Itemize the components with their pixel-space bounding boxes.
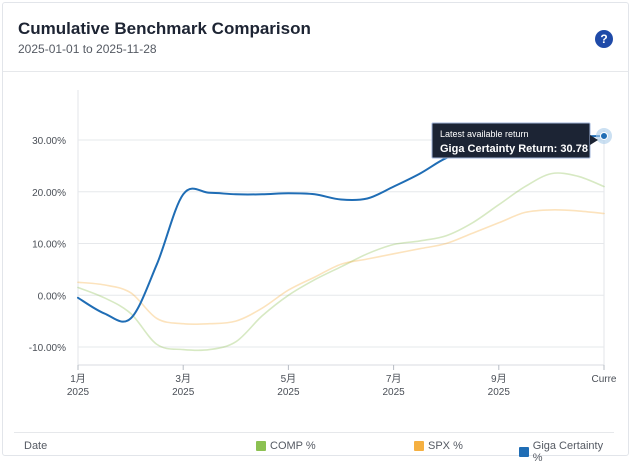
- legend-item-comp[interactable]: COMP %: [256, 440, 316, 452]
- date-range-subtitle: 2025-01-01 to 2025-11-28: [18, 42, 157, 56]
- tooltip-heading: Latest available return: [440, 129, 529, 139]
- legend-item-spx[interactable]: SPX %: [414, 440, 463, 452]
- x-tick-year-label: 2025: [488, 387, 511, 398]
- x-tick-year-label: 2025: [382, 387, 405, 398]
- legend-swatch-spx: [414, 441, 424, 451]
- tooltip-pointer: [590, 135, 598, 145]
- legend-label-giga: Giga Certainty %: [532, 440, 604, 464]
- x-tick-label: 9月: [491, 373, 507, 385]
- y-tick-label: -10.00%: [29, 343, 66, 354]
- series-line-giga-certainty: [77, 135, 605, 323]
- legend-date-label: Date: [24, 440, 48, 452]
- y-tick-label: 20.00%: [32, 188, 66, 199]
- legend-label-comp: COMP %: [270, 440, 316, 452]
- question-circle-icon[interactable]: ?: [595, 30, 613, 48]
- y-tick-label: 30.00%: [32, 136, 66, 147]
- tooltip-text: Giga Certainty Return: 30.78: [440, 143, 588, 155]
- chart-card: Cumulative Benchmark Comparison 2025-01-…: [2, 2, 629, 456]
- x-tick-label: 5月: [281, 373, 297, 385]
- series-line-spx: [77, 209, 605, 326]
- series-layer: [77, 127, 612, 352]
- legend-swatch-giga: [519, 447, 529, 457]
- axis-layer: 30.00% 20.00% 10.00% 0.00% -10.00% 1月 2025 3月 20…: [29, 136, 617, 398]
- highlight-point: [600, 131, 608, 140]
- x-tick-label: 3月: [175, 373, 191, 385]
- legend: Date COMP % SPX % Giga Certainty %: [14, 432, 614, 464]
- page-title: Cumulative Benchmark Comparison: [18, 19, 311, 38]
- header-divider: [3, 71, 628, 72]
- x-tick-label: 1月: [70, 373, 86, 385]
- x-tick-label: Curre: [591, 374, 616, 385]
- tooltip: Latest available return Giga Certainty R…: [431, 122, 598, 159]
- y-tick-label: 10.00%: [32, 240, 66, 251]
- series-line-comp: [77, 172, 605, 352]
- x-tick-year-label: 2025: [172, 387, 195, 398]
- x-tick-label: 7月: [386, 373, 402, 385]
- legend-label-spx: SPX %: [428, 440, 463, 452]
- x-tick-year-label: 2025: [67, 387, 90, 398]
- y-tick-label: 0.00%: [38, 291, 66, 302]
- legend-swatch-comp: [256, 441, 266, 451]
- x-tick-year-label: 2025: [277, 387, 300, 398]
- legend-item-giga[interactable]: Giga Certainty %: [519, 440, 614, 464]
